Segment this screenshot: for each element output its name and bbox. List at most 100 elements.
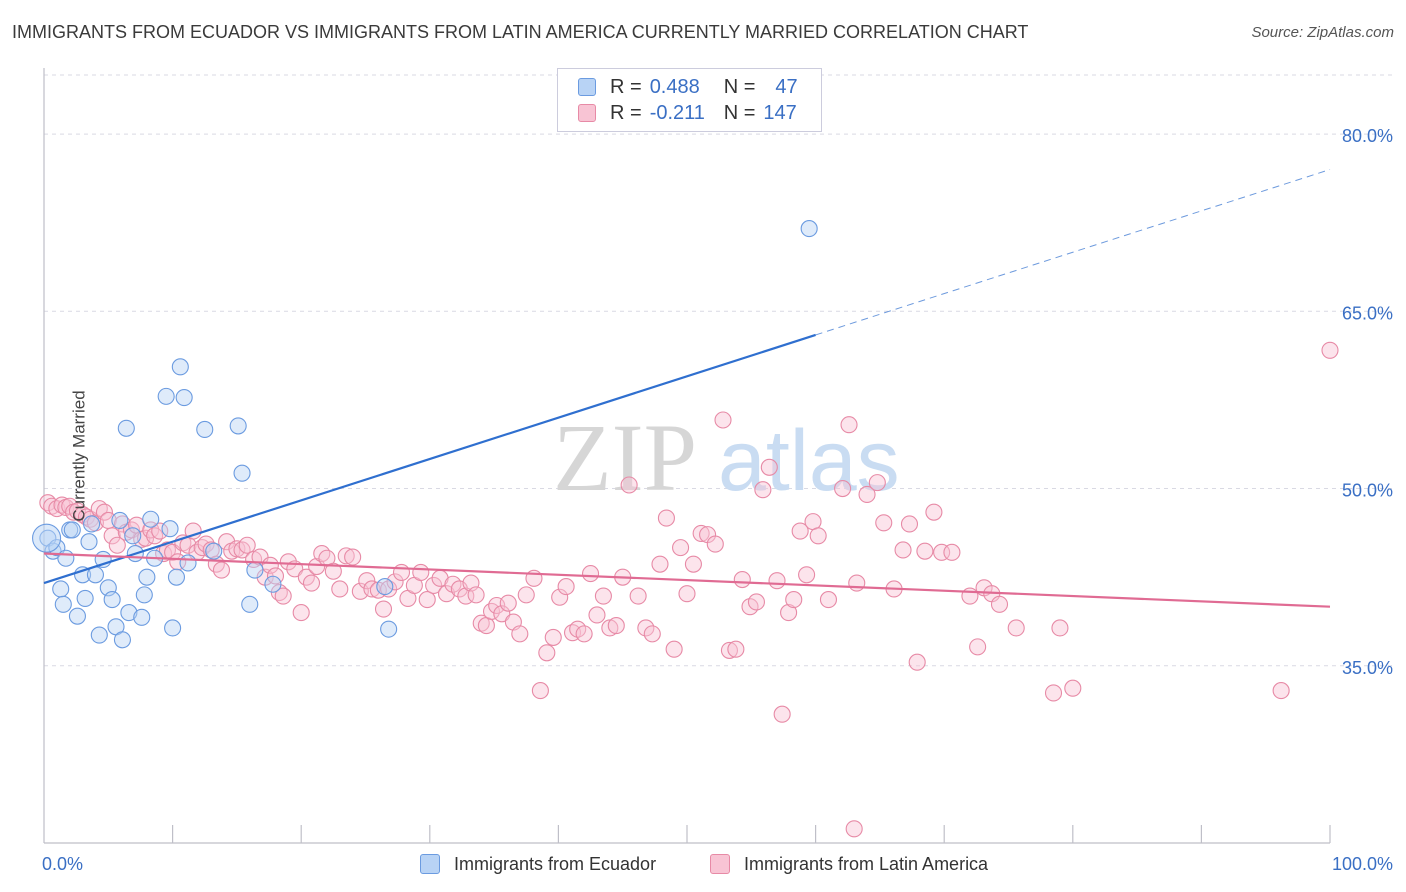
latam-point (637, 619, 655, 637)
latam-point (1321, 341, 1339, 359)
latam-point (925, 503, 943, 521)
ecuador-point (120, 604, 138, 622)
axes (43, 68, 1331, 844)
ecuador-point (54, 595, 72, 613)
latam-point (773, 705, 791, 723)
latam-point (858, 485, 876, 503)
n-value: 147 (763, 101, 797, 124)
ecuador-point (52, 580, 70, 598)
latam-point (374, 600, 393, 618)
latam-point (313, 544, 331, 563)
latam-point (754, 481, 772, 499)
latam-point (894, 541, 912, 559)
latam-point (412, 563, 430, 581)
latam-point (1044, 684, 1063, 702)
latam-point (1064, 679, 1082, 697)
latam-point (620, 476, 638, 494)
ecuador-swatch (578, 78, 596, 96)
latam-point (720, 641, 738, 659)
latam-point (108, 536, 126, 554)
latam-point (531, 682, 549, 700)
ecuador-point (380, 620, 398, 638)
stats-row-latam: R = -0.211 N = 147 (578, 101, 797, 125)
ecuador-point (205, 542, 223, 560)
latam-point (279, 553, 297, 571)
latam-point (643, 625, 661, 643)
ecuador-point (376, 578, 394, 596)
latam-point (493, 605, 511, 623)
latam-point (900, 515, 919, 533)
latam-point (95, 503, 113, 521)
legend-label-latam: Immigrants from Latin America (744, 853, 989, 874)
ecuador-point (135, 586, 153, 604)
latam-point (302, 574, 321, 592)
trend-lines (43, 169, 1331, 608)
latam-point (791, 522, 809, 540)
latam-point (943, 543, 961, 561)
latam-point (916, 542, 934, 560)
y-axis-label: Currently Married (69, 390, 89, 522)
latam-point (908, 653, 926, 671)
latam-point (768, 572, 786, 590)
latam-point (103, 527, 121, 545)
latam-point (706, 535, 724, 553)
latam-point (233, 541, 251, 559)
ecuador-point (113, 631, 131, 649)
latam-point (538, 644, 556, 662)
y-tick-label: 80.0% (1342, 126, 1393, 146)
r-value: -0.211 (649, 101, 705, 124)
ecuador-point (124, 527, 142, 545)
latam-point (727, 640, 745, 658)
latam-point (834, 479, 852, 498)
latam-point (672, 539, 690, 557)
ecuador-point (157, 387, 175, 405)
latam-point (804, 513, 822, 531)
latam-point (386, 573, 404, 591)
latam-point (969, 638, 987, 656)
ecuador-point (142, 510, 160, 528)
latam-point (151, 522, 169, 540)
y-tick-label: 50.0% (1342, 481, 1393, 501)
latam-swatch (578, 104, 596, 122)
latam-point (358, 572, 376, 590)
latam-point (517, 586, 535, 604)
legend-item-latam: Immigrants from Latin America (710, 852, 988, 876)
ecuador-point (175, 389, 193, 407)
ecuador-point (90, 626, 108, 644)
latam-point (601, 619, 619, 637)
latam-point (594, 587, 612, 605)
latam-point (961, 587, 979, 605)
ecuador-point (76, 589, 94, 607)
latam-point (1007, 619, 1025, 637)
latam-point (785, 591, 803, 609)
latam-point (146, 527, 164, 545)
latam-point (392, 563, 411, 581)
latam-point (344, 548, 362, 566)
latam-trend-line (43, 552, 1331, 608)
ecuador-point (80, 533, 98, 551)
latam-point (651, 555, 669, 573)
latam-legend-swatch (710, 854, 730, 874)
latam-point (212, 561, 231, 579)
y-tick-label: 35.0% (1342, 658, 1393, 678)
latam-point (437, 585, 456, 603)
ecuador-point (68, 607, 86, 625)
latam-point (588, 606, 606, 624)
tick-labels: 35.0% 50.0% 65.0% 80.0% 0.0% 100.0% (42, 126, 1393, 874)
ecuador-point (233, 464, 251, 482)
latam-point (324, 562, 342, 580)
gridlines (44, 74, 1395, 667)
stats-row-ecuador: R = 0.488 N = 47 (578, 75, 798, 99)
latam-point (544, 628, 562, 646)
ecuador-point (167, 568, 186, 586)
latam-point (760, 458, 778, 476)
chart-title: IMMIGRANTS FROM ECUADOR VS IMMIGRANTS FR… (12, 22, 1029, 42)
latam-point (425, 576, 443, 594)
latam-point (678, 585, 696, 603)
ecuador-point (83, 515, 101, 533)
x-tick-label: 100.0% (1332, 854, 1393, 874)
latam-point (840, 416, 858, 434)
latam-point (218, 533, 236, 551)
latam-point (467, 586, 485, 604)
